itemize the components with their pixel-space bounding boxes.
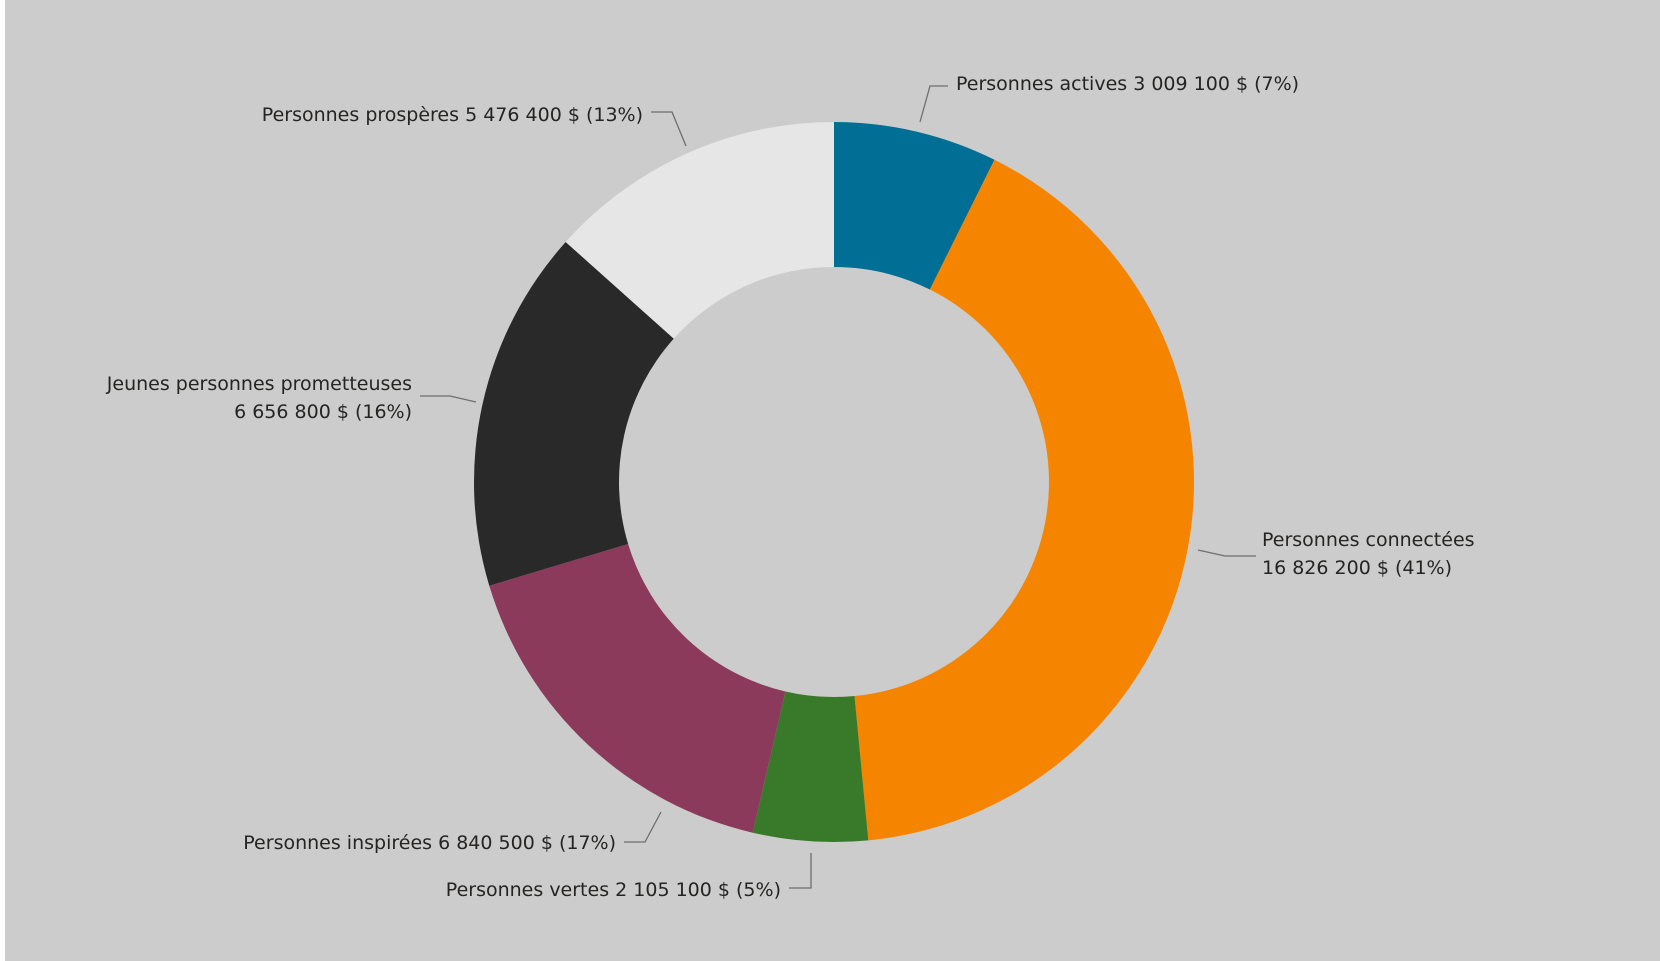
leader-line-personnes-vertes (789, 853, 812, 889)
leader-line-personnes-inspirees (624, 811, 662, 843)
category-name: Personnes connectées (1262, 529, 1475, 551)
slice-personnes-prosperes[interactable] (565, 122, 834, 339)
value-label: 6 656 800 $ (16%) (234, 401, 412, 423)
value-label: 16 826 200 $ (41%) (1262, 557, 1452, 579)
data-label-jeunes-personnes-prometteuses-line-1: Jeunes personnes prometteuses (106, 373, 412, 395)
category-name: Personnes inspirées (243, 832, 432, 854)
data-label-personnes-connectees-line-1: Personnes connectées (1262, 529, 1475, 551)
data-label-personnes-actives: Personnes actives 3 009 100 $ (7%) (956, 73, 1299, 95)
data-label-personnes-connectees-line-2: 16 826 200 $ (41%) (1262, 557, 1452, 579)
leader-line-personnes-connectees (1197, 549, 1256, 557)
slice-personnes-inspirees[interactable] (489, 543, 786, 833)
data-label-jeunes-personnes-prometteuses-line-2: 6 656 800 $ (16%) (234, 401, 412, 423)
leader-line-jeunes-personnes-prometteuses (420, 395, 477, 403)
data-label-personnes-vertes: Personnes vertes 2 105 100 $ (5%) (446, 879, 781, 901)
donut-slices (474, 122, 1195, 843)
leader-lines (420, 85, 1256, 889)
value-label: 2 105 100 $ (5%) (615, 879, 781, 901)
value-label: 6 840 500 $ (17%) (438, 832, 616, 854)
category-name: Personnes vertes (446, 879, 609, 901)
slice-personnes-vertes[interactable] (752, 691, 869, 843)
leader-line-personnes-prosperes (651, 111, 687, 147)
value-label: 5 476 400 $ (13%) (465, 104, 643, 126)
value-label: 3 009 100 $ (7%) (1133, 73, 1299, 95)
slice-jeunes-personnes-prometteuses[interactable] (474, 241, 674, 586)
data-labels: Personnes actives 3 009 100 $ (7%)Person… (106, 73, 1475, 901)
data-label-personnes-inspirees: Personnes inspirées 6 840 500 $ (17%) (243, 832, 616, 854)
slice-personnes-connectees[interactable] (854, 159, 1195, 841)
category-name: Jeunes personnes prometteuses (106, 373, 412, 395)
category-name: Personnes actives (956, 73, 1127, 95)
category-name: Personnes prospères (262, 104, 459, 126)
slice-personnes-actives[interactable] (834, 122, 995, 290)
leader-line-personnes-actives (919, 85, 948, 123)
data-label-personnes-prosperes: Personnes prospères 5 476 400 $ (13%) (262, 104, 643, 126)
